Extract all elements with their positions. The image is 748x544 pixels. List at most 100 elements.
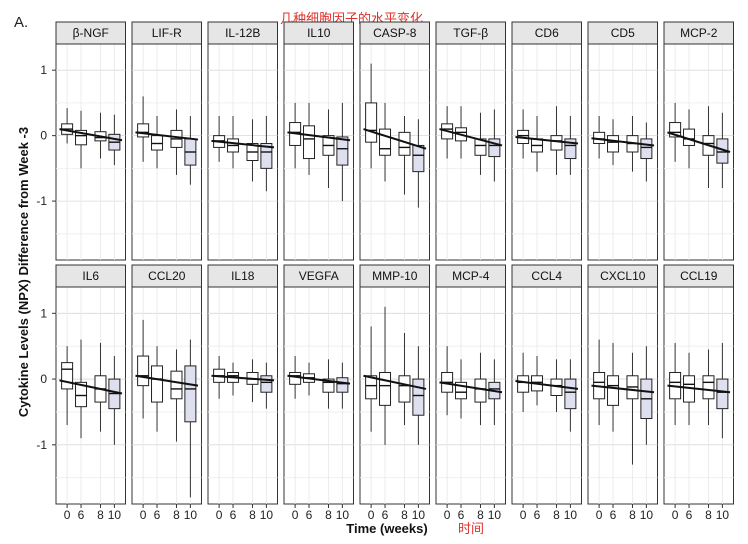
x-tick-label: 0 bbox=[520, 508, 527, 522]
trend-line bbox=[211, 139, 275, 149]
x-tick-label: 0 bbox=[672, 508, 679, 522]
box bbox=[379, 128, 392, 156]
x-tick-label: 0 bbox=[64, 508, 71, 522]
box bbox=[488, 138, 501, 158]
facet-strip bbox=[283, 264, 354, 288]
trend-line bbox=[591, 384, 655, 394]
trend-line bbox=[363, 128, 427, 150]
x-tick-label: 8 bbox=[553, 508, 560, 522]
facet-label: TGF-β bbox=[453, 26, 488, 40]
box bbox=[322, 378, 335, 393]
box bbox=[412, 144, 425, 173]
facet-strip bbox=[435, 21, 506, 45]
facet-strip bbox=[207, 21, 278, 45]
facet-plot-area bbox=[283, 286, 354, 505]
x-tick-label: 6 bbox=[610, 508, 617, 522]
facet-strip bbox=[511, 21, 582, 45]
facet-plot-area bbox=[55, 43, 126, 261]
facet-label: LIF-R bbox=[152, 26, 182, 40]
facet-label: CD6 bbox=[535, 26, 559, 40]
x-tick-label: 6 bbox=[534, 508, 541, 522]
facet-strip bbox=[359, 264, 430, 288]
x-tick-label: 10 bbox=[488, 508, 502, 522]
x-tick-label: 10 bbox=[108, 508, 122, 522]
facet-label: CCL4 bbox=[531, 269, 562, 283]
facet-strip bbox=[131, 264, 202, 288]
trend-line bbox=[515, 135, 579, 145]
box bbox=[75, 129, 88, 146]
x-tick-label: 6 bbox=[230, 508, 237, 522]
box bbox=[75, 381, 88, 408]
x-tick-label: 0 bbox=[140, 508, 147, 522]
box bbox=[170, 370, 183, 400]
box bbox=[412, 378, 425, 416]
box bbox=[137, 355, 150, 387]
facet-strip bbox=[587, 21, 658, 45]
x-tick-label: 10 bbox=[640, 508, 654, 522]
x-tick-label: 8 bbox=[97, 508, 104, 522]
x-tick-label: 0 bbox=[368, 508, 375, 522]
x-tick-label: 6 bbox=[154, 508, 161, 522]
x-tick-label: 6 bbox=[458, 508, 465, 522]
trend-line bbox=[591, 137, 655, 147]
facet-strip bbox=[511, 264, 582, 288]
x-tick-label: 10 bbox=[412, 508, 426, 522]
trend-line bbox=[211, 374, 275, 382]
x-tick-label: 8 bbox=[705, 508, 712, 522]
trend-line bbox=[135, 131, 199, 141]
trend-line bbox=[287, 374, 351, 385]
trend-line bbox=[287, 131, 351, 142]
y-tick-label: 1 bbox=[40, 63, 47, 77]
trend-line bbox=[667, 131, 731, 153]
y-axis-title: Cytokine Levels (NPX) Difference from We… bbox=[16, 127, 31, 417]
box bbox=[365, 375, 378, 400]
trend-line bbox=[59, 128, 123, 142]
x-tick-label: 10 bbox=[184, 508, 198, 522]
facet-label: VEGFA bbox=[299, 269, 339, 283]
x-tick-label: 8 bbox=[325, 508, 332, 522]
facet-label: CXCL10 bbox=[600, 269, 646, 283]
box bbox=[137, 123, 150, 138]
x-tick-label: 8 bbox=[401, 508, 408, 522]
box bbox=[260, 142, 273, 169]
facet-strip bbox=[131, 21, 202, 45]
trend-line bbox=[135, 374, 199, 387]
box bbox=[702, 375, 715, 400]
facet-strip bbox=[663, 21, 734, 45]
box bbox=[517, 375, 530, 393]
box bbox=[669, 122, 682, 138]
x-axis-title: Time (weeks) bbox=[346, 521, 427, 536]
x-tick-label: 10 bbox=[564, 508, 578, 522]
facet-strip bbox=[435, 264, 506, 288]
x-tick-label: 6 bbox=[382, 508, 389, 522]
box bbox=[640, 138, 653, 160]
trend-line bbox=[363, 374, 427, 390]
x-tick-label: 10 bbox=[716, 508, 730, 522]
trend-line bbox=[59, 379, 123, 395]
facet-label: IL10 bbox=[307, 26, 331, 40]
x-tick-label: 10 bbox=[260, 508, 274, 522]
facet-plot-area bbox=[207, 286, 278, 505]
y-tick-label: 0 bbox=[40, 129, 47, 143]
facet-strip bbox=[55, 264, 126, 288]
facet-label: IL18 bbox=[231, 269, 255, 283]
facet-label: MMP-10 bbox=[372, 269, 418, 283]
box bbox=[336, 377, 349, 393]
box bbox=[303, 125, 316, 160]
annotation-xlabel: 时间 bbox=[458, 522, 485, 537]
box bbox=[474, 378, 487, 403]
x-tick-label: 8 bbox=[629, 508, 636, 522]
facet-label: CD5 bbox=[611, 26, 635, 40]
x-tick-label: 8 bbox=[477, 508, 484, 522]
x-tick-label: 0 bbox=[596, 508, 603, 522]
box bbox=[336, 136, 349, 166]
x-tick-label: 10 bbox=[336, 508, 350, 522]
x-tick-label: 0 bbox=[292, 508, 299, 522]
box bbox=[550, 135, 563, 151]
facet-label: β-NGF bbox=[73, 26, 109, 40]
facet-label: MCP-4 bbox=[452, 269, 490, 283]
box bbox=[289, 371, 302, 385]
y-tick-label: -1 bbox=[36, 194, 47, 208]
box bbox=[379, 371, 392, 406]
